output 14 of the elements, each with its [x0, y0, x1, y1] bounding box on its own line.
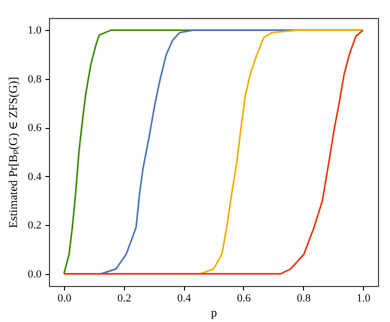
y-tick-label: 1.0 [28, 24, 42, 37]
x-axis-title: p [211, 306, 217, 320]
x-tick-label: 0.2 [117, 292, 132, 304]
y-tick-label: 0.8 [28, 73, 42, 86]
x-tick-label: 0.8 [296, 292, 312, 304]
y-tick-label: 0.4 [28, 170, 42, 183]
x-tick-label: 0.6 [237, 292, 252, 304]
x-tick-label: 0.0 [58, 292, 72, 304]
y-tick-label: 0.0 [28, 268, 42, 280]
y-tick-label: 0.6 [28, 122, 42, 134]
x-tick-label: 1.0 [356, 292, 371, 304]
y-axis-title: Estimated Pr[Bₚ(G) ∈ ZFS(G)] [6, 76, 20, 228]
x-tick-label: 0.4 [177, 292, 192, 304]
y-tick-label: 0.2 [28, 220, 42, 232]
